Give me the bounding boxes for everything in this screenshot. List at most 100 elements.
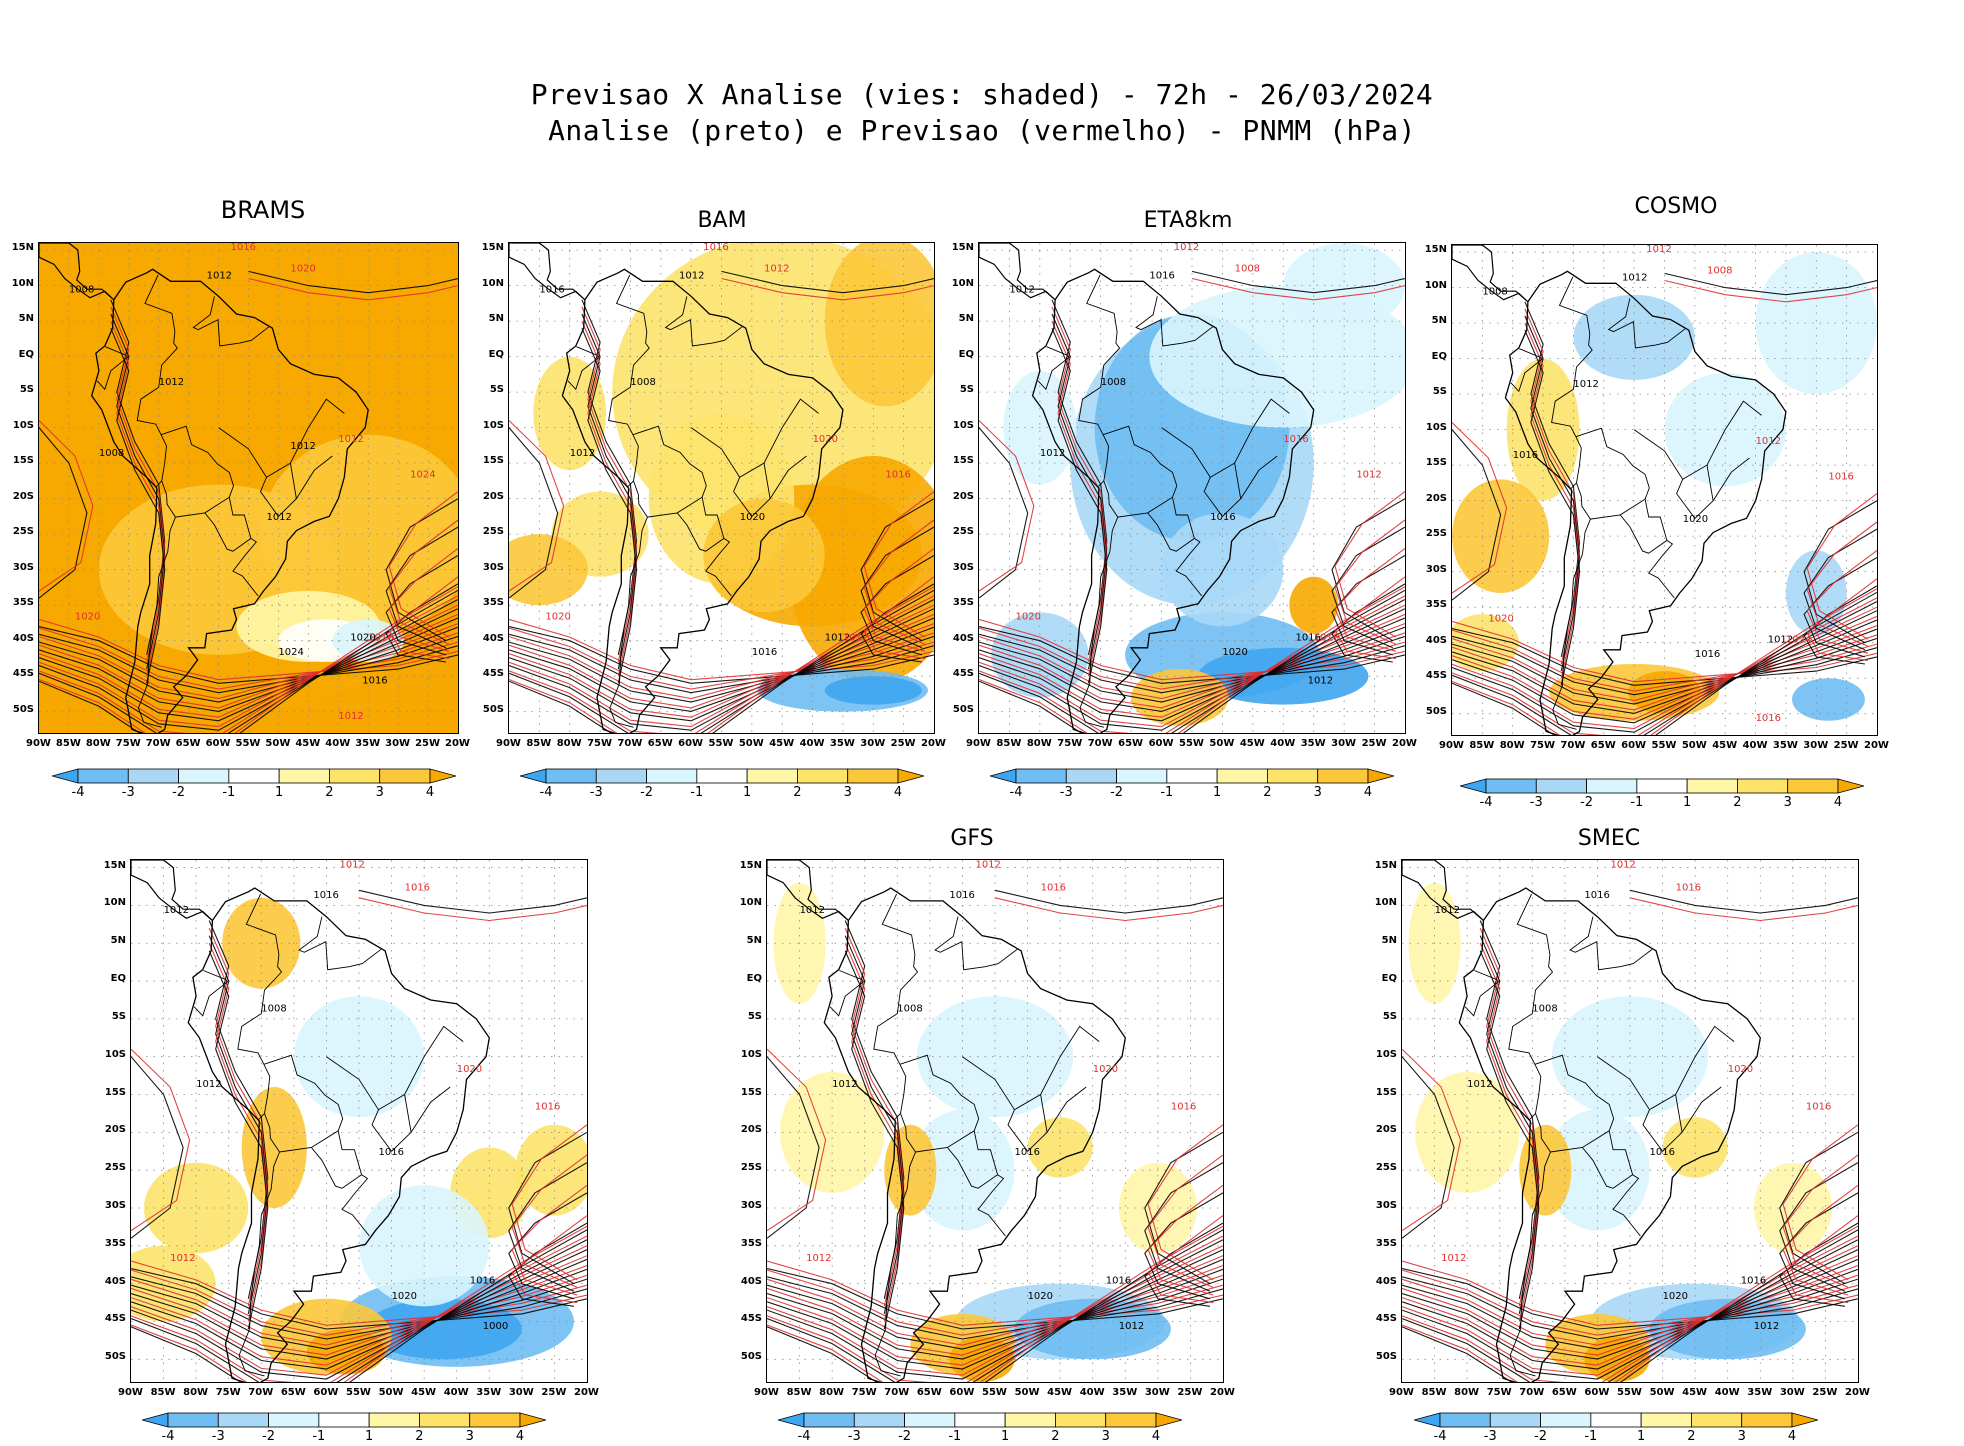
analysis-isobar-label: 1012 bbox=[159, 377, 184, 388]
country-border bbox=[311, 1130, 363, 1189]
country-border bbox=[769, 455, 807, 499]
colorbar-segment bbox=[545, 768, 597, 784]
country-border bbox=[1648, 540, 1675, 599]
country-border bbox=[96, 346, 129, 391]
lat-tick-label: 10N bbox=[481, 277, 504, 289]
forecast-isobar-label: 1016 bbox=[1171, 1102, 1196, 1113]
lon-tick-label: 85W bbox=[1469, 740, 1495, 751]
bias-patch bbox=[1014, 1298, 1171, 1360]
analysis-isobar bbox=[1402, 1268, 1858, 1360]
lon-tick-label: 35W bbox=[355, 738, 381, 749]
analysis-isobar bbox=[1191, 270, 1405, 294]
colorbar-label: 2 bbox=[325, 785, 334, 800]
lon-tick-label: 80W bbox=[556, 738, 582, 749]
analysis-isobar-label: 1016 bbox=[1650, 1147, 1675, 1158]
lat-tick-label: 15N bbox=[11, 242, 34, 254]
forecast-isobar-label: 1020 bbox=[545, 611, 570, 622]
colorbar-segment bbox=[847, 768, 899, 784]
analysis-isobar bbox=[979, 635, 1405, 703]
colorbar-label: 2 bbox=[1733, 795, 1742, 810]
forecast-isobar bbox=[248, 277, 458, 301]
forecast-isobar bbox=[131, 1274, 587, 1346]
lon-tick-label: 25W bbox=[890, 738, 916, 749]
lon-tick-label: 60W bbox=[205, 738, 231, 749]
forecast-isobar bbox=[1452, 606, 1877, 730]
lat-tick-label: 10N bbox=[951, 277, 974, 289]
analysis-isobar bbox=[39, 625, 458, 684]
analysis-isobar bbox=[767, 1249, 1223, 1380]
colorbar-label: -4 bbox=[539, 785, 553, 800]
forecast-isobar bbox=[1147, 1215, 1223, 1304]
lon-tick-label: 40W bbox=[1742, 740, 1768, 751]
lat-tick-label: 5N bbox=[488, 313, 504, 325]
colorbar-label: 2 bbox=[1687, 1429, 1696, 1444]
map-svg: 1016 1012 1008 1012 1016 1020 1016 1012 1012 1016… bbox=[767, 860, 1223, 1382]
lat-tick-label: 45S bbox=[482, 668, 504, 680]
forecast-isobar bbox=[1334, 491, 1405, 638]
country-border bbox=[690, 427, 783, 478]
analysis-isobar bbox=[1331, 583, 1405, 663]
analysis-isobar-label: 1008 bbox=[69, 285, 94, 296]
forecast-isobar bbox=[39, 618, 458, 681]
coastlines bbox=[979, 243, 1315, 733]
colorbar-segment bbox=[1737, 778, 1789, 794]
colorbar-label: 3 bbox=[1737, 1429, 1746, 1444]
lat-tick-label: 15N bbox=[1424, 244, 1447, 256]
colorbar-label: 1 bbox=[743, 785, 752, 800]
colorbar-label: 2 bbox=[1051, 1429, 1060, 1444]
forecast-isobar bbox=[131, 1225, 587, 1382]
lon-tick-label: 60W bbox=[1584, 1387, 1610, 1398]
forecast-isobar-label: 1012 bbox=[339, 860, 364, 871]
coastlines bbox=[767, 860, 1126, 1382]
bias-patch bbox=[365, 1298, 522, 1360]
analysis-isobar bbox=[767, 1278, 1223, 1350]
colorbar-segment bbox=[1535, 778, 1587, 794]
lon-tick-label: 55W bbox=[235, 738, 261, 749]
lat-tick-label: 35S bbox=[1425, 599, 1447, 611]
colorbar-label: 3 bbox=[1783, 795, 1792, 810]
lon-tick-label: 90W bbox=[118, 1387, 143, 1398]
panel-title-gfs: GFS bbox=[950, 826, 994, 851]
analysis-isobar bbox=[1144, 1192, 1223, 1300]
lon-tick-label: 45W bbox=[1047, 1387, 1073, 1398]
colorbar-label: -3 bbox=[1483, 1429, 1497, 1444]
lat-tick-label: 50S bbox=[1425, 705, 1447, 717]
lat-tick-label: 25S bbox=[104, 1162, 126, 1174]
forecast-isobar bbox=[1402, 1225, 1858, 1382]
country-border bbox=[1464, 970, 1500, 1017]
lat-tick-label: 15N bbox=[951, 242, 974, 254]
colorbar-label: -1 bbox=[948, 1429, 962, 1444]
bias-shading bbox=[773, 882, 1197, 1382]
colorbar-segment bbox=[853, 1412, 905, 1428]
analysis-isobar bbox=[767, 1268, 1223, 1360]
forecast-isobar bbox=[581, 320, 638, 677]
forecast-isobar bbox=[388, 547, 458, 652]
lat-tick-label: 5S bbox=[1382, 1010, 1397, 1022]
colorbar-extend-low bbox=[1414, 1412, 1441, 1428]
forecast-isobar bbox=[509, 595, 934, 733]
forecast-isobar-label: 1016 bbox=[1314, 633, 1339, 644]
lat-tick-label: 5S bbox=[19, 384, 34, 396]
lon-tick-label: 30W bbox=[860, 738, 886, 749]
analysis-isobar bbox=[860, 498, 934, 642]
colorbar-label: 3 bbox=[465, 1429, 474, 1444]
colorbar-label: 1 bbox=[1213, 785, 1222, 800]
bias-patch bbox=[1551, 996, 1709, 1118]
analysis-isobar-label: 1008 bbox=[1101, 377, 1126, 388]
colorbar-segment bbox=[368, 1412, 420, 1428]
lon-tick-label: 70W bbox=[1087, 738, 1113, 749]
forecast-isobar bbox=[1402, 1269, 1858, 1336]
colorbar-segment bbox=[797, 768, 849, 784]
analysis-isobar-label: 1012 bbox=[1573, 379, 1598, 390]
analysis-isobar-label: 1012 bbox=[1009, 285, 1034, 296]
forecast-isobar-label: 1016 bbox=[368, 633, 393, 644]
country-border bbox=[1079, 516, 1119, 728]
colorbar-segment bbox=[178, 768, 230, 784]
lat-tick-label: 5S bbox=[111, 1010, 126, 1022]
map-panel-bam: 1012 1016 1008 1012 1020 1016 1012 1016 1012 1020… bbox=[508, 242, 935, 734]
analysis-isobar bbox=[1402, 1249, 1858, 1380]
forecast-isobar bbox=[979, 632, 1405, 700]
forecast-isobar bbox=[1806, 521, 1877, 647]
country-border bbox=[1046, 1086, 1087, 1133]
analysis-isobar bbox=[767, 1267, 1223, 1330]
